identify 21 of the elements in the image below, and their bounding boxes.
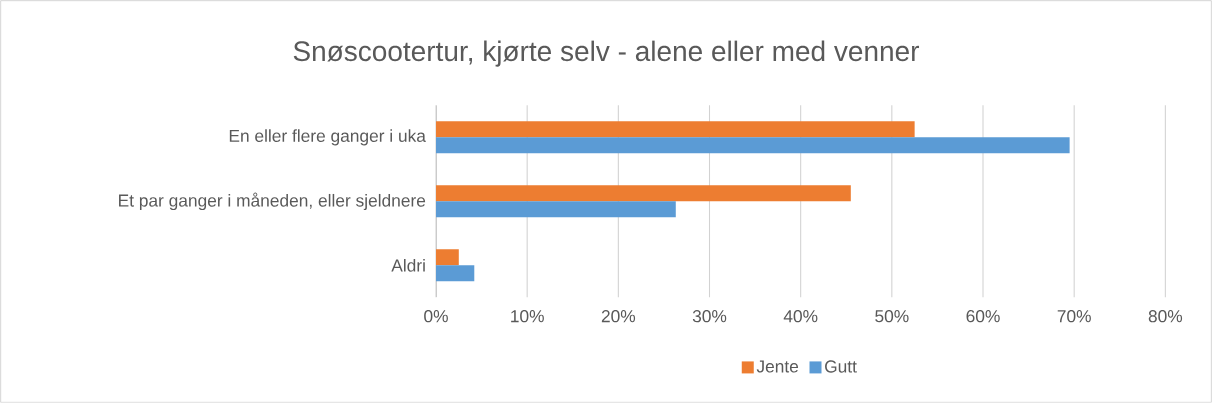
bar	[436, 185, 851, 202]
x-tick-label: 50%	[875, 310, 909, 323]
x-tick-label: 60%	[966, 310, 1000, 323]
x-tick-label: 40%	[783, 310, 818, 323]
y-tick-label: En eller flere ganger i uka	[229, 129, 426, 146]
bar	[436, 137, 1070, 154]
x-tick-label: 80%	[1148, 310, 1183, 323]
y-tick-label: Et par ganger i måneden, eller sjeldnere	[119, 192, 426, 211]
bar	[436, 265, 475, 282]
x-tick-label: 0%	[424, 310, 448, 323]
bar	[436, 121, 915, 138]
bar	[436, 201, 676, 218]
chart-title: Snøscootertur, kjørte selv - alene eller med venner	[293, 40, 920, 67]
x-tick-label: 30%	[692, 310, 727, 323]
legend-label: Gutt	[825, 360, 857, 373]
bar	[436, 249, 459, 266]
x-tick-label: 10%	[511, 310, 544, 323]
y-tick-label: Aldri	[391, 258, 425, 272]
legend-label: Jente	[756, 360, 799, 373]
x-tick-label: 20%	[601, 310, 636, 323]
x-tick-label: 70%	[1057, 310, 1091, 323]
